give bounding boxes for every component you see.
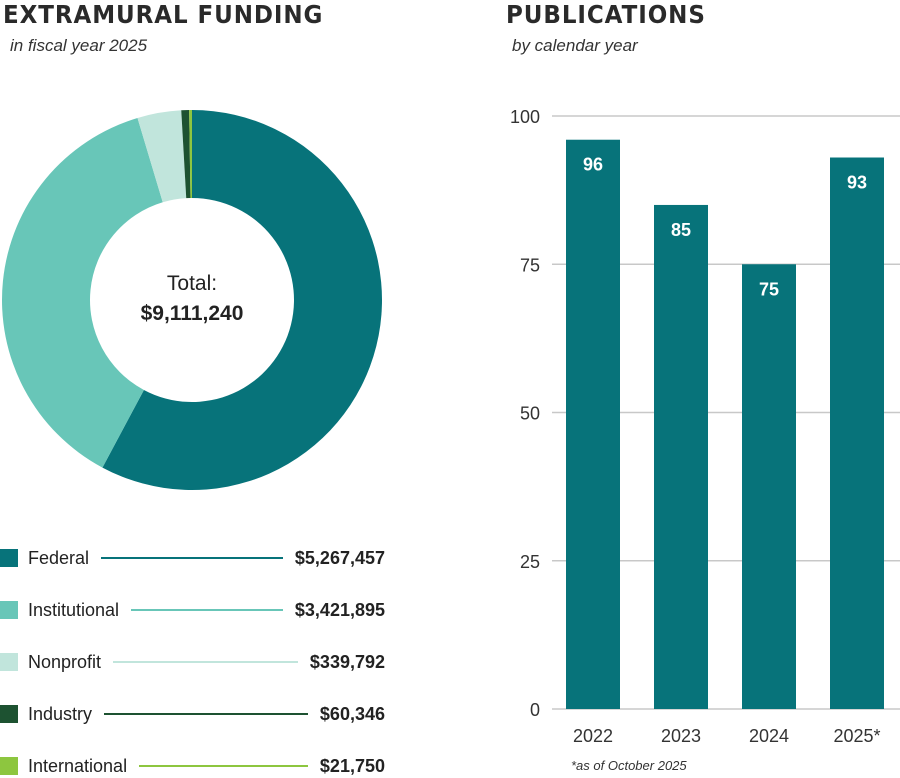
legend-swatch: [0, 757, 18, 775]
y-tick-label: 25: [520, 552, 540, 572]
legend-leader-line: [131, 609, 283, 611]
legend-value: $339,792: [309, 651, 385, 672]
x-tick-label: 2023: [661, 726, 701, 746]
legend-label: Industry: [28, 703, 93, 724]
legend-item-international: International $21,750: [0, 754, 385, 778]
y-tick-label: 75: [520, 255, 540, 275]
legend-swatch: [0, 549, 18, 567]
legend-item-nonprofit: Nonprofit $339,792: [0, 650, 385, 674]
funding-title: EXTRAMURAL FUNDING: [3, 0, 324, 29]
bar-chart: 0 25 50 75 100 96 2022 85 2023 75 2024 93 2025*: [510, 107, 900, 746]
y-tick-label: 0: [530, 700, 540, 720]
publications-subtitle: by calendar year: [512, 36, 638, 55]
y-tick-label: 100: [510, 107, 540, 127]
legend-value: $21,750: [319, 755, 385, 776]
bar-2023: [654, 204, 708, 709]
donut-slice-international: [189, 110, 192, 199]
publications-title: PUBLICATIONS: [506, 0, 706, 29]
legend-swatch: [0, 601, 18, 619]
funding-subtitle: in fiscal year 2025: [10, 36, 148, 55]
donut-slice-federal: [102, 110, 383, 490]
legend-leader-line: [104, 713, 308, 715]
legend-label: Institutional: [28, 599, 120, 620]
legend-leader-line: [101, 557, 283, 559]
legend-item-institutional: Institutional $3,421,895: [0, 598, 385, 622]
legend-value: $5,267,457: [294, 547, 385, 568]
donut-slice-nonprofit: [137, 110, 187, 203]
legend-label: Nonprofit: [28, 651, 102, 672]
footnote: *as of October 2025: [571, 758, 687, 773]
donut-chart: [1, 110, 383, 490]
bar-value-label: 93: [847, 173, 867, 193]
donut-slice-institutional: [1, 117, 163, 468]
bar-value-label: 96: [583, 155, 603, 175]
legend-leader-line: [113, 661, 298, 663]
legend-swatch: [0, 653, 18, 671]
legend-label: Federal: [28, 547, 90, 568]
bar-value-label: 85: [671, 220, 691, 240]
legend-swatch: [0, 705, 18, 723]
x-tick-label: 2024: [749, 726, 789, 746]
legend-label: International: [28, 755, 128, 776]
legend-value: $60,346: [319, 703, 385, 724]
x-tick-label: 2022: [573, 726, 613, 746]
y-tick-label: 50: [520, 404, 540, 424]
donut-slice-industry: [181, 110, 191, 199]
donut-total-value: $9,111,240: [141, 302, 244, 325]
bar-2025*: [830, 157, 884, 709]
bar-2022: [566, 139, 620, 710]
legend-item-industry: Industry $60,346: [0, 702, 385, 726]
legend-item-federal: Federal $5,267,457: [0, 546, 385, 570]
bar-2024: [742, 264, 796, 709]
donut-total-label: Total:: [167, 272, 217, 295]
legend-value: $3,421,895: [294, 599, 385, 620]
legend-leader-line: [139, 765, 308, 767]
x-tick-label: 2025*: [833, 726, 880, 746]
bar-value-label: 75: [759, 279, 779, 299]
